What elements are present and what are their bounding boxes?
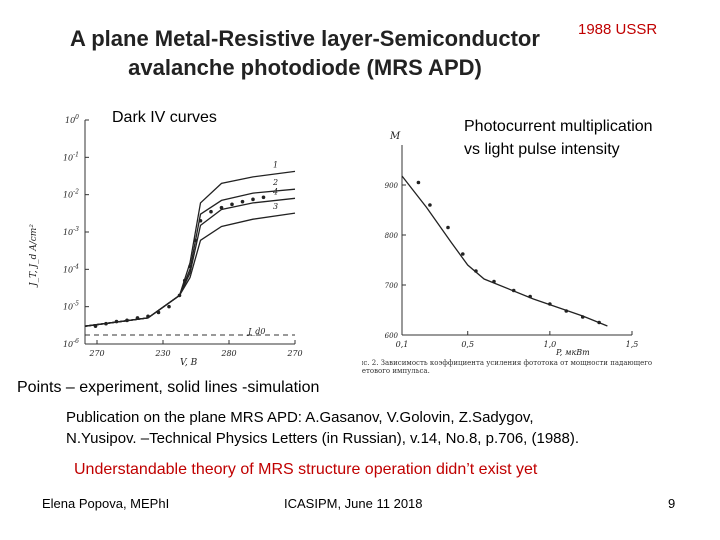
photocurrent-points [416,180,601,325]
dark-iv-x-tick-label: 230 [154,349,170,358]
photocurrent-data-point [492,279,496,284]
photocurrent-label: Photocurrent multiplication vs light pul… [464,115,653,161]
slide-title: A plane Metal-Resistive layer-Semiconduc… [40,24,570,82]
dark-iv-curve-2 [84,188,296,327]
dark-iv-data-point [219,205,224,210]
figure-caption: Рис. 2. Зависимость коэффициента усилени… [362,359,653,375]
photocurrent-data-point [511,288,516,293]
photocurrent-ylabel: M [389,131,401,142]
dark-iv-points [93,195,266,328]
publication-line1: Publication on the plane MRS APD: A.Gasa… [66,409,534,426]
dark-iv-data-point [209,209,213,214]
dark-iv-curve-label: 2 [272,178,278,187]
dark-iv-curve-label: 4 [272,187,278,196]
dark-iv-data-point [261,195,266,200]
publication-reference: Publication on the plane MRS APD: A.Gasa… [66,407,686,449]
dark-iv-y-tick-label: 10-4 [63,263,79,274]
dark-iv-x-tick-label: 270 [88,349,104,358]
dark-iv-data-point [135,316,140,320]
footer-conference: ICASIPM, June 11 2018 [284,496,423,511]
dark-iv-data-point [93,324,98,328]
photocurrent-xlabel: P, мкВт [555,348,590,357]
dark-iv-data-point [240,199,245,204]
dark-iv-y-tick-label: 10-3 [63,226,79,237]
year-tag: 1988 USSR [578,21,658,38]
dark-iv-curve-3 [84,212,296,327]
photocurrent-x-tick-label: 0,1 [396,340,409,349]
dark-iv-data-point [193,238,198,243]
slide-title-line1: A plane Metal-Resistive layer-Semiconduc… [70,26,540,51]
photocurrent-curve [401,175,608,327]
photocurrent-y-tick-label: 700 [385,282,399,290]
photocurrent-x-tick-label: 0,5 [461,340,474,349]
dark-iv-curve-label: 1 [273,160,278,169]
photocurrent-data-point [446,225,450,230]
photocurrent-data-point [416,180,421,185]
footer-author: Elena Popova, MEPhI [42,496,170,511]
dark-iv-data-point [167,304,171,309]
dark-iv-y-tick-label: 10-6 [63,338,79,349]
dark-iv-label: Dark IV curves [112,109,217,126]
dark-iv-data-point [188,264,192,269]
dark-iv-y-tick-label: 10-1 [63,151,79,162]
dark-iv-series: 1 24 3 [84,160,296,336]
dark-current-label: J_d0 [246,327,265,336]
photocurrent-series [401,175,608,327]
dark-iv-x-tick-label: 270 [286,349,302,358]
dark-iv-data-point [177,293,182,298]
dark-iv-ylabel: J_T, J_d A/cm² [29,224,39,288]
dark-iv-data-point [146,314,150,319]
photocurrent-x-tick-label: 1,5 [626,340,639,349]
dark-iv-data-point [230,202,234,207]
dark-iv-data-point [104,321,108,326]
photocurrent-data-point [548,302,552,306]
dark-iv-y-tick-label: 100 [65,114,79,125]
dark-iv-data-point [125,318,129,323]
dark-iv-data-point [182,278,187,283]
dark-iv-data-point [156,310,161,315]
photocurrent-y-tick-label: 600 [385,332,399,340]
photocurrent-label-line1: Photocurrent multiplication [464,118,653,135]
page-number: 9 [668,496,676,511]
dark-iv-x-tick-label: 280 [220,349,236,358]
photocurrent-data-point [597,320,601,325]
photocurrent-y-tick-label: 800 [385,232,399,240]
photocurrent-data-point [474,269,478,273]
dark-iv-xlabel: V, B [180,358,198,368]
dark-iv-y-tick-label: 10-2 [63,189,79,200]
publication-line2: N.Yusipov. –Technical Physics Letters (i… [66,430,580,447]
photocurrent-data-point [564,309,569,313]
dark-iv-data-point [114,319,119,324]
dark-iv-axes: 100 10-1 10-2 10-3 10-4 10-5 10-6 270 230 280 270 [63,114,303,358]
photocurrent-data-point [580,315,585,319]
dark-iv-data-point [198,218,203,223]
dark-iv-data-point [251,197,255,202]
photocurrent-x-tick-label: 1,0 [543,340,556,349]
figure-caption-box: Рис. 2. Зависимость коэффициента усилени… [362,359,653,375]
dark-iv-curve-label: 3 [273,202,278,211]
photocurrent-data-point [460,252,465,256]
slide-title-line2: avalanche photodiode (MRS APD) [128,55,482,80]
dark-iv-curve-1 [84,170,296,327]
dark-iv-y-tick-label: 10-5 [63,301,79,312]
photocurrent-label-line2: vs light pulse intensity [464,141,620,158]
photocurrent-y-tick-label: 900 [385,182,399,190]
points-note: Points – experiment, solid lines -simula… [17,379,320,396]
theory-note: Understandable theory of MRS structure o… [74,461,538,478]
photocurrent-data-point [428,203,432,207]
photocurrent-data-point [528,294,532,299]
